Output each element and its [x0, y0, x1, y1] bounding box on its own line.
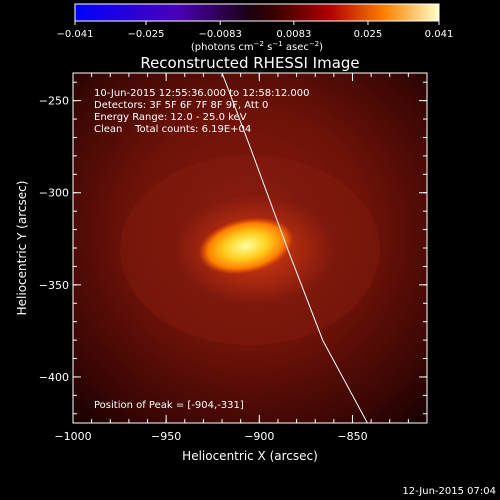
colorbar — [74, 3, 440, 22]
colorbar-tick-label: −0.025 — [128, 29, 165, 40]
colorbar-tick-label: −0.041 — [56, 29, 93, 40]
colorbar-tick-label: 0.041 — [425, 29, 454, 40]
chart-title: Reconstructed RHESSI Image — [140, 54, 359, 72]
colorbar-tick-label: −0.0083 — [198, 29, 241, 40]
colorbar-units: (photons cm−2 s−1 asec−2) — [191, 40, 323, 53]
x-axis-label: Heliocentric X (arcsec) — [182, 449, 318, 463]
solar-limb — [221, 73, 368, 423]
colorbar-tick-label: 0.0083 — [276, 29, 311, 40]
y-axis-label: Heliocentric Y (arcsec) — [15, 181, 29, 316]
annotation-time: 10-Jun-2015 12:55:36.000 to 12:58:12.000 — [94, 88, 310, 99]
x-tick-label: −1000 — [54, 430, 91, 443]
y-tick-label: −300 — [39, 187, 69, 200]
annotation-detectors: Detectors: 3F 5F 6F 7F 8F 9F, Att 0 — [94, 100, 268, 111]
flare-source — [198, 217, 294, 275]
x-tick-label: −900 — [244, 430, 274, 443]
colorbar-ticks: −0.041 −0.025 −0.0083 0.0083 0.025 0.041 — [56, 21, 453, 40]
y-tick-label: −250 — [39, 95, 69, 108]
annotation-energy: Energy Range: 12.0 - 25.0 keV — [94, 112, 247, 123]
x-tick-label: −950 — [151, 430, 181, 443]
peak-position-label: Position of Peak = [-904,-331] — [94, 400, 244, 411]
y-tick-label: −400 — [39, 371, 69, 384]
footer-date: 12-Jun-2015 07:04 — [402, 486, 496, 497]
x-tick-label: −850 — [337, 430, 367, 443]
y-tick-label: −350 — [39, 279, 69, 292]
colorbar-tick-label: 0.025 — [354, 29, 383, 40]
heatmap-image — [73, 73, 427, 423]
annotation-clean: Clean Total counts: 6.19E+04 — [94, 124, 251, 135]
axes: −1000 −950 −900 −850 −250 −300 −350 −400 — [39, 73, 428, 443]
